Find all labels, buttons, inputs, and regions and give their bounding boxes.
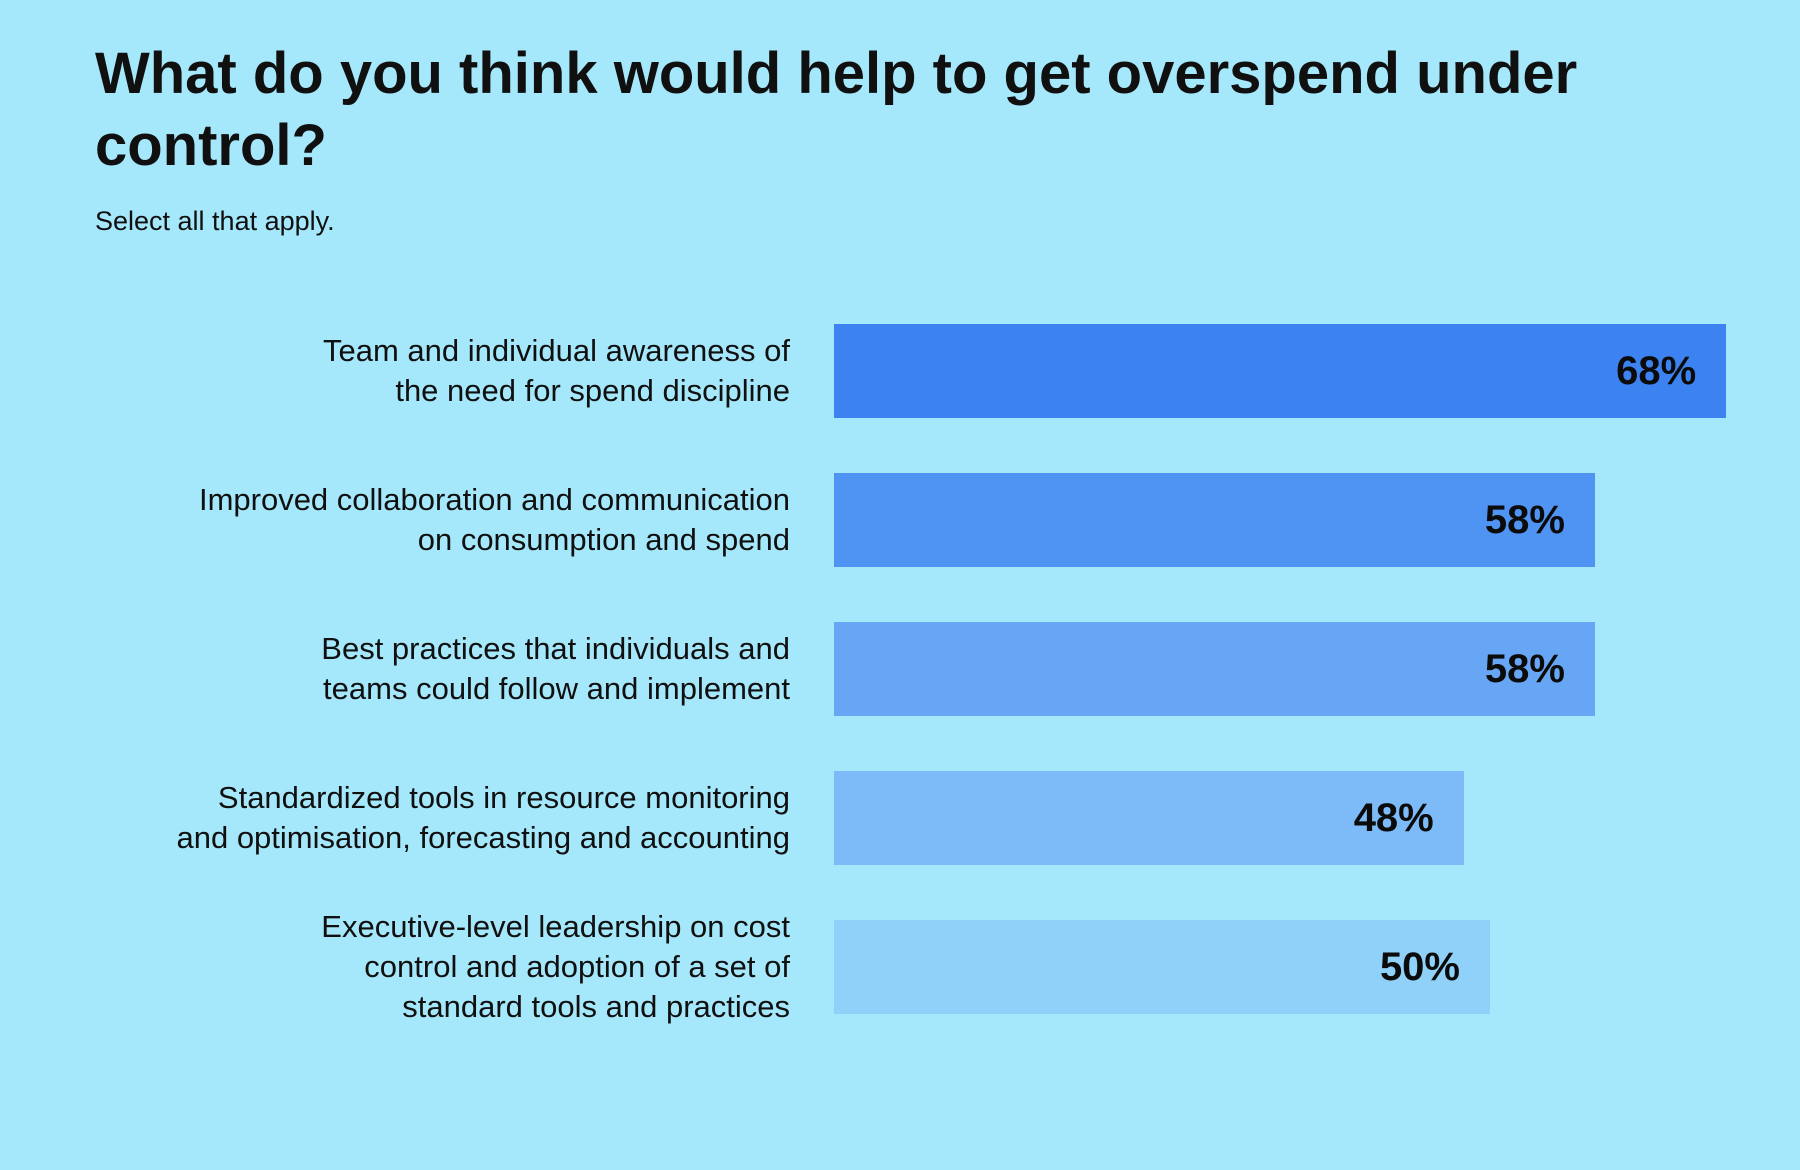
category-label: Team and individual awareness of the nee… xyxy=(323,333,790,409)
value-label: 58% xyxy=(1484,497,1565,542)
page-subtitle: Select all that apply. xyxy=(95,205,335,236)
chart-row: Team and individual awareness of the nee… xyxy=(0,297,1800,446)
bar: 58% xyxy=(834,622,1595,717)
category-label: Improved collaboration and communication… xyxy=(198,482,790,558)
category-label: Standardized tools in resource monitorin… xyxy=(176,780,790,856)
chart-row: Best practices that individuals and team… xyxy=(0,595,1800,744)
category-label: Best practices that individuals and team… xyxy=(321,631,790,707)
value-label: 58% xyxy=(1484,646,1565,691)
value-label: 68% xyxy=(1616,348,1697,393)
value-label: 48% xyxy=(1353,795,1434,840)
chart-row: Executive-level leadership on cost contr… xyxy=(0,893,1800,1042)
bar: 58% xyxy=(834,473,1595,568)
bar: 50% xyxy=(834,920,1490,1015)
bar-chart: Team and individual awareness of the nee… xyxy=(0,297,1800,1042)
value-label: 50% xyxy=(1379,944,1460,989)
chart-row: Standardized tools in resource monitorin… xyxy=(0,744,1800,893)
bar: 68% xyxy=(834,324,1727,419)
bar: 48% xyxy=(834,771,1464,866)
chart-row: Improved collaboration and communication… xyxy=(0,446,1800,595)
page-title: What do you think would help to get over… xyxy=(95,41,1578,178)
category-label: Executive-level leadership on cost contr… xyxy=(321,909,790,1025)
